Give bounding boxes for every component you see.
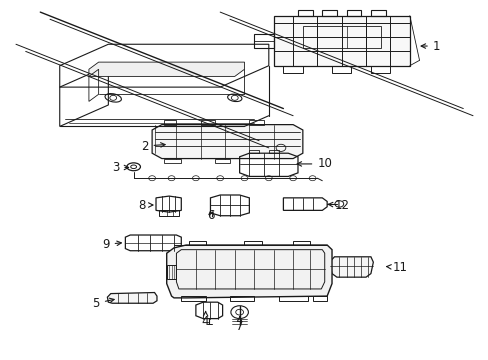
Text: 12: 12 (327, 198, 348, 212)
Text: 3: 3 (112, 161, 128, 174)
Text: 11: 11 (386, 261, 407, 274)
Text: 1: 1 (420, 40, 439, 53)
Text: 4: 4 (202, 311, 209, 328)
Text: 7: 7 (235, 317, 243, 333)
Text: 6: 6 (206, 209, 214, 222)
Text: 10: 10 (297, 157, 331, 170)
Text: 2: 2 (141, 140, 165, 153)
Text: 5: 5 (92, 297, 114, 310)
Polygon shape (89, 62, 244, 76)
Text: 8: 8 (139, 198, 153, 212)
Polygon shape (152, 125, 302, 158)
Polygon shape (107, 293, 157, 303)
Polygon shape (273, 16, 409, 66)
Polygon shape (329, 257, 372, 277)
Text: 9: 9 (102, 238, 121, 251)
Polygon shape (166, 245, 331, 298)
